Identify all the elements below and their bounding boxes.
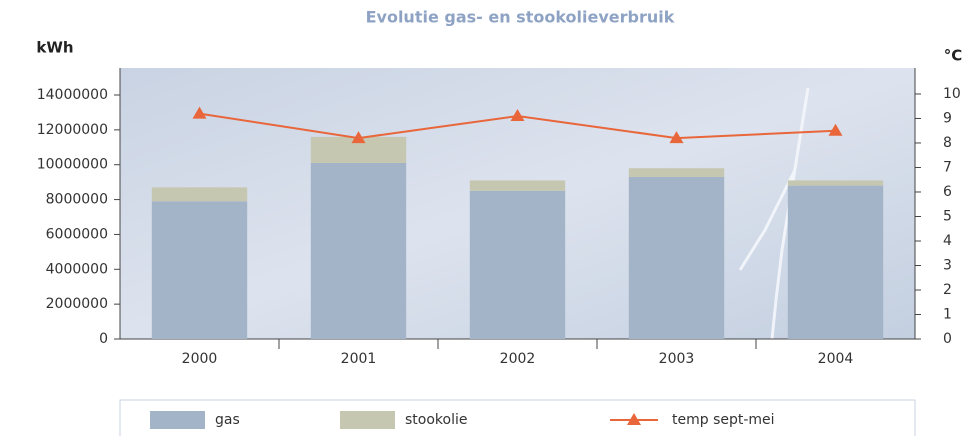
bar <box>469 190 566 339</box>
legend-label: temp sept-mei <box>672 412 775 428</box>
y-tick-label: 12000000 <box>37 122 108 138</box>
y-tick-label: 2000000 <box>46 296 108 312</box>
y2-tick-label: 7 <box>943 159 952 175</box>
chart-title: Evolutie gas- en stookolieverbruik <box>366 8 675 27</box>
y2-tick-label: 1 <box>943 306 952 322</box>
legend-label: gas <box>215 412 240 428</box>
bar <box>469 180 566 191</box>
x-tick-label: 2001 <box>341 351 377 367</box>
x-tick-label: 2004 <box>818 351 854 367</box>
y-tick-label: 10000000 <box>37 157 108 173</box>
y2-tick-label: 4 <box>943 233 952 249</box>
y2-tick-label: 9 <box>943 110 952 126</box>
x-tick-label: 2000 <box>182 351 218 367</box>
line-marker <box>192 106 207 119</box>
x-tick-label: 2002 <box>500 351 536 367</box>
line-marker <box>828 123 843 136</box>
legend-marker <box>627 413 641 425</box>
bar <box>310 162 407 339</box>
bar <box>151 201 248 339</box>
legend-label: stookolie <box>405 412 467 428</box>
y2-tick-label: 2 <box>943 282 952 298</box>
legend-swatch <box>340 411 395 429</box>
bar <box>787 180 884 186</box>
y2-tick-label: 6 <box>943 184 952 200</box>
bar <box>628 168 725 177</box>
y-tick-label: 8000000 <box>46 192 108 208</box>
x-tick-label: 2003 <box>659 351 695 367</box>
y-tick-label: 14000000 <box>37 87 108 103</box>
bar <box>628 176 725 339</box>
y-axis-label: kWh <box>36 39 73 57</box>
y2-tick-label: 0 <box>943 331 952 347</box>
bar <box>787 185 884 339</box>
y2-tick-label: 10 <box>943 86 961 102</box>
line-marker <box>510 109 525 122</box>
y-tick-label: 6000000 <box>46 226 108 242</box>
background-lightning <box>738 87 810 340</box>
legend-box <box>119 399 916 436</box>
y2-tick-label: 3 <box>943 257 952 273</box>
y-tick-label: 4000000 <box>46 261 108 277</box>
y2-axis-label: °C <box>944 47 963 65</box>
y2-tick-label: 5 <box>943 208 952 224</box>
line-marker <box>669 131 684 144</box>
bar <box>151 187 248 202</box>
legend-swatch <box>150 411 205 429</box>
line-marker <box>351 131 366 144</box>
y-tick-label: 0 <box>99 331 108 347</box>
y2-tick-label: 8 <box>943 135 952 151</box>
